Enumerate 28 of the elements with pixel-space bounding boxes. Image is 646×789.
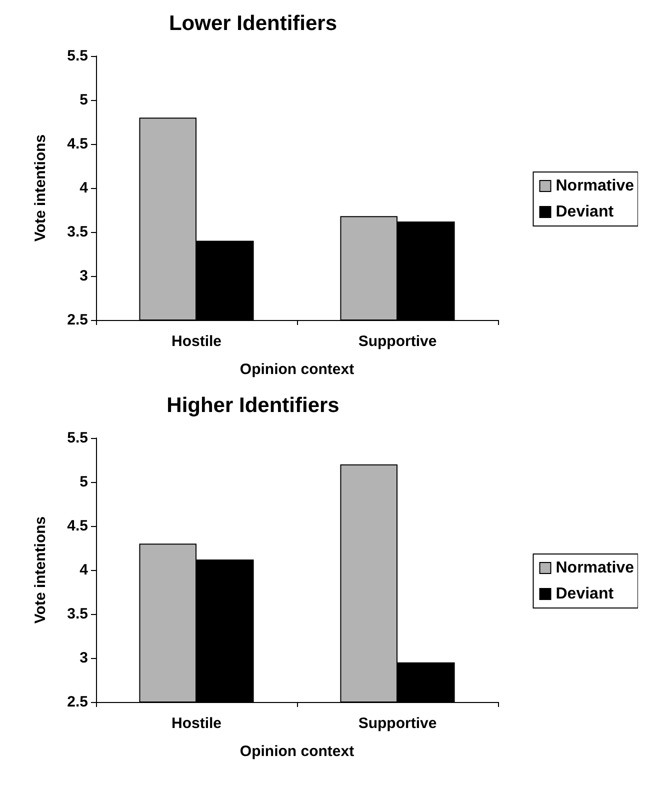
y-tick-label: 5	[80, 92, 88, 108]
y-tick-label: 3.5	[67, 606, 88, 622]
y-tick-label: 4	[80, 562, 89, 578]
x-tick-label: Hostile	[171, 333, 222, 350]
y-axis-title: Vote intentions	[32, 134, 49, 242]
legend-label: Normative	[556, 178, 634, 194]
x-axis-title: Opinion context	[240, 361, 354, 378]
y-tick-label: 2.5	[67, 694, 88, 710]
y-tick-label: 2.5	[67, 312, 88, 328]
y-tick-label: 4.5	[67, 518, 88, 534]
x-axis-title: Opinion context	[240, 743, 354, 760]
x-tick-label: Supportive	[358, 715, 437, 732]
y-tick-label: 5.5	[67, 430, 88, 446]
chart-title: Lower Identifiers	[168, 12, 338, 35]
y-tick-label: 4	[80, 180, 89, 196]
x-tick-label: Supportive	[358, 333, 437, 350]
y-tick-label: 3	[80, 650, 88, 666]
legend-label: Normative	[556, 560, 634, 576]
y-tick-label: 5	[80, 474, 88, 490]
y-tick-label: 4.5	[67, 136, 88, 152]
y-tick-label: 5.5	[67, 48, 88, 64]
y-tick-label: 3	[80, 268, 88, 284]
chart-title: Higher Identifiers	[166, 394, 340, 417]
y-tick-label: 3.5	[67, 224, 88, 240]
x-tick-label: Hostile	[171, 715, 222, 732]
legend-label: Deviant	[556, 586, 614, 602]
y-axis-title: Vote intentions	[32, 516, 49, 624]
legend-label: Deviant	[556, 204, 614, 220]
